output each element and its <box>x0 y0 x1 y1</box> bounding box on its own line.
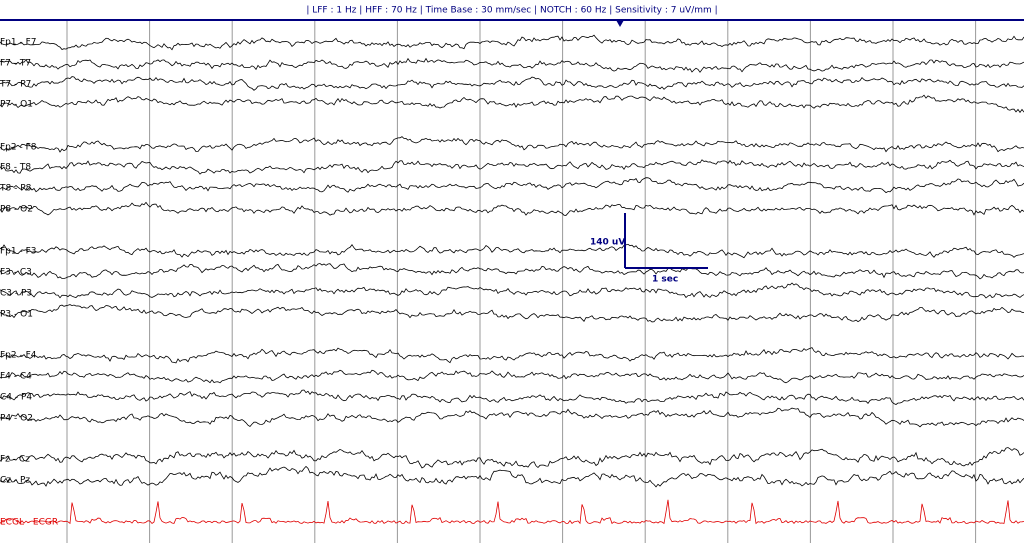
channel-label: F4 - C4 <box>0 372 32 382</box>
ecg-trace <box>0 499 1024 525</box>
eeg-trace <box>0 136 1024 153</box>
eeg-trace <box>0 243 1024 259</box>
eeg-trace <box>0 201 1024 216</box>
channel-label: C3 - P3 <box>0 289 32 299</box>
time-marker <box>616 20 624 27</box>
channel-label: F7 - T7 <box>0 59 31 69</box>
channel-label: P4 - O2 <box>0 414 33 424</box>
channel-label: Fp2 - F8 <box>0 143 37 153</box>
channel-label: T8 - P8 <box>0 184 32 194</box>
eeg-trace <box>0 304 1024 323</box>
channel-label: P7 - O1 <box>0 100 33 110</box>
eeg-trace <box>0 369 1024 384</box>
eeg-trace <box>0 34 1024 51</box>
eeg-trace <box>0 177 1024 194</box>
eeg-trace <box>0 407 1024 428</box>
eeg-trace <box>0 347 1024 364</box>
eeg-trace <box>0 465 1024 488</box>
time-scale-label: 1 sec <box>652 275 678 285</box>
settings-header: | LFF : 1 Hz | HFF : 70 Hz | Time Base :… <box>306 6 717 16</box>
channel-label: Fp1 - F3 <box>0 247 37 257</box>
eeg-trace <box>0 76 1024 91</box>
amplitude-scale-label: 140 uV <box>590 238 625 248</box>
eeg-trace <box>0 94 1024 114</box>
eeg-trace <box>0 57 1024 73</box>
eeg-trace <box>0 389 1024 405</box>
eeg-trace <box>0 159 1024 175</box>
eeg-trace <box>0 263 1024 280</box>
eeg-trace <box>0 447 1024 469</box>
channel-label: P8 - O2 <box>0 205 33 215</box>
channel-label: Fp1 - F7 <box>0 38 37 48</box>
channel-label: F8 - T8 <box>0 163 31 173</box>
channel-label: Fp2 - F4 <box>0 351 37 361</box>
eeg-trace <box>0 282 1024 299</box>
